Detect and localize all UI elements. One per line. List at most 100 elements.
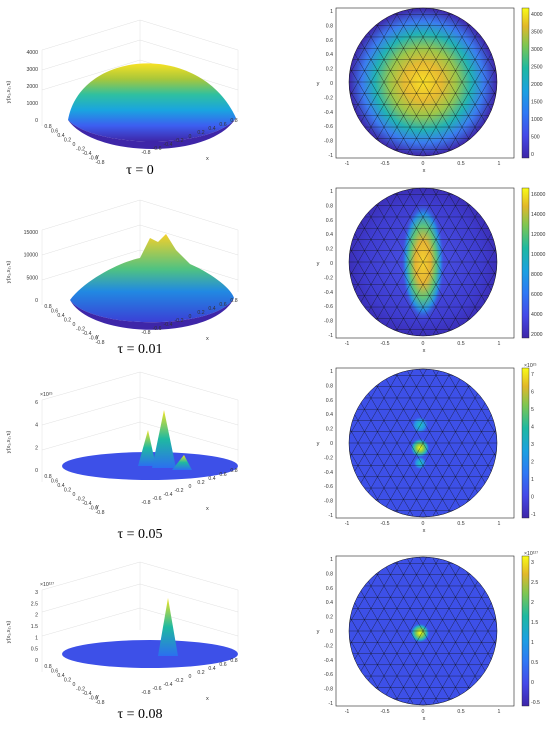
surface-x-tick: 0.8 [230, 658, 237, 664]
colorbar-tick: -0.5 [531, 700, 540, 706]
map-y-tick: 1 [330, 369, 333, 375]
surface-y-tick: 0.8 [44, 304, 51, 310]
map-y-tick: -0.8 [324, 499, 333, 505]
map-y-tick: -0.8 [324, 139, 333, 145]
map-x-tick: 0.5 [457, 709, 464, 715]
colorbar-exponent: ×10²⁵ [524, 363, 537, 369]
surface-y-tick: -0.2 [76, 327, 85, 333]
surface-z-tick: 2000 [26, 84, 38, 90]
map-y-label: y [317, 261, 320, 267]
surface-y-tick: 0.6 [51, 479, 58, 485]
surface-y-label: y [96, 504, 99, 510]
map-y-tick: 0.2 [326, 427, 333, 433]
colorbar-tick: 3 [531, 560, 534, 566]
surface-x-tick: 0.6 [219, 472, 226, 478]
map-x-tick: 1 [498, 161, 501, 167]
surface-y-tick: 0.2 [64, 678, 71, 684]
spike-a [138, 430, 156, 466]
map-y-tick: 0.8 [326, 383, 333, 389]
map-y-tick: 0.4 [326, 600, 333, 606]
surface-z-tick: 3000 [26, 67, 38, 73]
map-y-tick: 0 [330, 441, 333, 447]
surface-z-label: y(x₁,x₂,τᵢ) [6, 81, 12, 104]
map-y-tick: -0.2 [324, 643, 333, 649]
surface-panel-1: τ = 0 [41, 19, 239, 178]
map-x-label: x [423, 528, 426, 534]
colorbar-tick: 2 [531, 600, 534, 606]
map-x-label: x [423, 348, 426, 354]
surface-x-tick: -0.4 [164, 492, 173, 498]
surface-z-tick: 4 [35, 423, 38, 429]
surface-x-tick: 0.6 [219, 302, 226, 308]
surface-z-tick: 1 [35, 635, 38, 641]
surface-z-tick: 2 [35, 445, 38, 451]
spike-b [152, 410, 176, 468]
colorbar-tick: 16000 [531, 192, 546, 198]
flat-disc-4 [62, 640, 238, 668]
colorbar-tick: 6000 [531, 292, 543, 298]
surface-x-tick: 0 [189, 484, 192, 490]
surface-x-label: x [206, 156, 209, 162]
map-x-tick: -0.5 [381, 341, 390, 347]
surface-x-tick: -0.4 [164, 142, 173, 148]
colorbar-tick: 1.5 [531, 620, 538, 626]
surface-x-tick: 0.4 [208, 126, 215, 132]
surface-y-tick: 0.8 [44, 474, 51, 480]
map-x-tick: 0 [422, 341, 425, 347]
map-y-tick: 0.8 [326, 571, 333, 577]
surface-y-tick: 0.4 [57, 483, 64, 489]
surface-y-tick: -0.8 [96, 160, 105, 166]
surface-y-tick: -0.4 [83, 501, 92, 507]
surface-x-tick: -0.4 [164, 322, 173, 328]
surface-z-tick: 1.5 [31, 624, 38, 630]
map-y-tick: -0.4 [324, 658, 333, 664]
surface-x-tick: 0 [189, 674, 192, 680]
colorbar-tick: 2000 [531, 332, 543, 338]
colorbar-tick: 0 [531, 152, 534, 158]
surface-y-tick: 0.4 [57, 133, 64, 139]
map-y-tick: -1 [328, 701, 333, 707]
colorbar-tick: 3 [531, 442, 534, 448]
surface-x-tick: 0.6 [219, 122, 226, 128]
map-x-tick: 1 [498, 341, 501, 347]
surface-y-label: y [96, 334, 99, 340]
surface-x-label: x [206, 506, 209, 512]
map-y-tick: -0.4 [324, 470, 333, 476]
colorbar-tick: 1 [531, 477, 534, 483]
surface-x-label: x [206, 336, 209, 342]
colorbar-tick: 1500 [531, 100, 543, 106]
colorbar-tick: 5 [531, 407, 534, 413]
surface-z-tick: 2 [35, 613, 38, 619]
surface-x-tick: 0 [189, 314, 192, 320]
colorbar-tick: 2500 [531, 65, 543, 71]
map-y-tick: -1 [328, 333, 333, 339]
map-x-tick: 0.5 [457, 161, 464, 167]
surface-y-tick: -0.6 [89, 696, 98, 702]
map-y-tick: -0.6 [324, 124, 333, 130]
map-x-tick: -0.5 [381, 161, 390, 167]
map-y-tick: 0.6 [326, 586, 333, 592]
map-x-label: x [423, 168, 426, 174]
colorbar-tick: 1000 [531, 117, 543, 123]
map-x-tick: 0 [422, 521, 425, 527]
surface-panel-4: τ = 0.08 [41, 561, 239, 722]
surface-x-tick: -0.6 [153, 146, 162, 152]
tau-label-1: τ = 0 [126, 163, 154, 178]
map-y-tick: 0.4 [326, 232, 333, 238]
surface-y-tick: 0 [73, 682, 76, 688]
surface-y-tick: 0.2 [64, 138, 71, 144]
map-x-tick: 0 [422, 161, 425, 167]
surface-z-tick: 2.5 [31, 601, 38, 607]
surface-z-tick: 1000 [26, 101, 38, 107]
surface-z-tick: 4000 [26, 50, 38, 56]
map-y-tick: 1 [330, 557, 333, 563]
surface-z-label: y(x₁,x₂,τᵢ) [6, 621, 12, 644]
map-y-tick: 0.4 [326, 412, 333, 418]
map-y-label: y [317, 629, 320, 635]
map-x-tick: -1 [345, 709, 350, 715]
map-y-tick: -0.6 [324, 484, 333, 490]
map-y-tick: -0.2 [324, 95, 333, 101]
surface-y-tick: 0.2 [64, 488, 71, 494]
colorbar-tick: 4000 [531, 312, 543, 318]
map-panel-4 [335, 555, 530, 707]
